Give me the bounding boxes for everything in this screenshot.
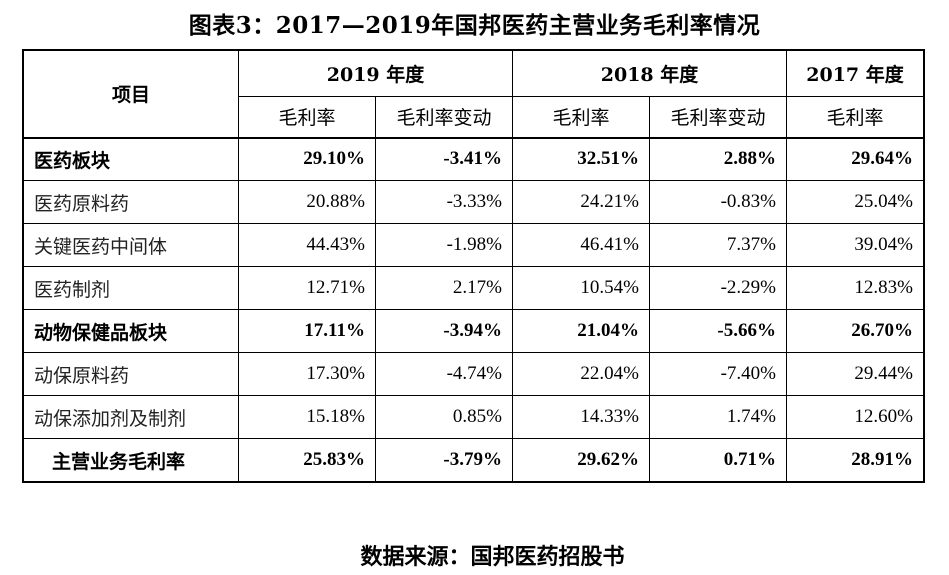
subheader-change-2019: 毛利率变动 (375, 96, 513, 138)
cell-value: -3.94% (375, 309, 513, 353)
cell-value: -4.74% (375, 352, 513, 396)
cell-value: -7.40% (649, 352, 787, 396)
table-row: 动物保健品板块 17.11% -3.94% 21.04% -5.66% 26.7… (23, 309, 924, 353)
table-row: 主营业务毛利率 25.83% -3.79% 29.62% 0.71% 28.91… (23, 438, 924, 482)
cell-value: 22.04% (512, 352, 650, 396)
year-header-2019: 2019 年度 (238, 50, 513, 97)
cell-value: 17.11% (238, 309, 376, 353)
cell-value: -3.79% (375, 438, 513, 482)
year-header-2017: 2017 年度 (786, 50, 924, 97)
subheader-margin-2018: 毛利率 (512, 96, 650, 138)
row-label: 医药制剂 (23, 266, 239, 310)
cell-value: 21.04% (512, 309, 650, 353)
year-header-2018: 2018 年度 (512, 50, 787, 97)
cell-value: 25.83% (238, 438, 376, 482)
cell-value: 32.51% (512, 136, 650, 181)
cell-value: 12.83% (786, 266, 924, 310)
cell-value: -0.83% (649, 180, 787, 224)
figure-title: 图表3：2017—2019年国邦医药主营业务毛利率情况 (188, 12, 761, 39)
table-row: 医药制剂 12.71% 2.17% 10.54% -2.29% 12.83% (23, 266, 924, 310)
item-header: 项目 (23, 50, 239, 138)
cell-value: 20.88% (238, 180, 376, 224)
cell-value: 15.18% (238, 395, 376, 439)
cell-value: 0.71% (649, 438, 787, 482)
cell-value: 2.88% (649, 136, 787, 181)
cell-value: 44.43% (238, 223, 376, 267)
cell-value: 12.60% (786, 395, 924, 439)
cell-value: 17.30% (238, 352, 376, 396)
cell-value: 29.62% (512, 438, 650, 482)
cell-value: 29.10% (238, 136, 376, 181)
cell-value: 26.70% (786, 309, 924, 353)
cell-value: 25.04% (786, 180, 924, 224)
cell-value: 12.71% (238, 266, 376, 310)
cell-value: 29.64% (786, 136, 924, 181)
subheader-change-2018: 毛利率变动 (649, 96, 787, 138)
cell-value: 39.04% (786, 223, 924, 267)
cell-value: 29.44% (786, 352, 924, 396)
gross-margin-table: 项目 2019 年度 2018 年度 2017 年度 毛利率 毛利率变动 毛利率… (22, 49, 925, 483)
cell-value: 28.91% (786, 438, 924, 482)
cell-value: 7.37% (649, 223, 787, 267)
cell-value: 24.21% (512, 180, 650, 224)
table-row: 医药板块 29.10% -3.41% 32.51% 2.88% 29.64% (23, 136, 924, 181)
row-label: 动保添加剂及制剂 (23, 395, 239, 439)
row-label: 主营业务毛利率 (23, 438, 239, 482)
row-label: 医药板块 (23, 136, 239, 181)
table-row: 动保添加剂及制剂 15.18% 0.85% 14.33% 1.74% 12.60… (23, 395, 924, 439)
cell-value: 2.17% (375, 266, 513, 310)
cell-value: -5.66% (649, 309, 787, 353)
cell-value: 46.41% (512, 223, 650, 267)
row-label: 动物保健品板块 (23, 309, 239, 353)
row-label: 动保原料药 (23, 352, 239, 396)
subheader-margin-2019: 毛利率 (238, 96, 376, 138)
cell-value: -3.33% (375, 180, 513, 224)
data-source-note: 数据来源：国邦医药招股书 (360, 544, 625, 570)
row-label: 医药原料药 (23, 180, 239, 224)
cell-value: 14.33% (512, 395, 650, 439)
cell-value: -1.98% (375, 223, 513, 267)
cell-value: 0.85% (375, 395, 513, 439)
table-row: 动保原料药 17.30% -4.74% 22.04% -7.40% 29.44% (23, 352, 924, 396)
cell-value: 10.54% (512, 266, 650, 310)
row-label: 关键医药中间体 (23, 223, 239, 267)
cell-value: -2.29% (649, 266, 787, 310)
table-row: 关键医药中间体 44.43% -1.98% 46.41% 7.37% 39.04… (23, 223, 924, 267)
subheader-margin-2017: 毛利率 (786, 96, 924, 138)
cell-value: 1.74% (649, 395, 787, 439)
cell-value: -3.41% (375, 136, 513, 181)
table-row: 医药原料药 20.88% -3.33% 24.21% -0.83% 25.04% (23, 180, 924, 224)
